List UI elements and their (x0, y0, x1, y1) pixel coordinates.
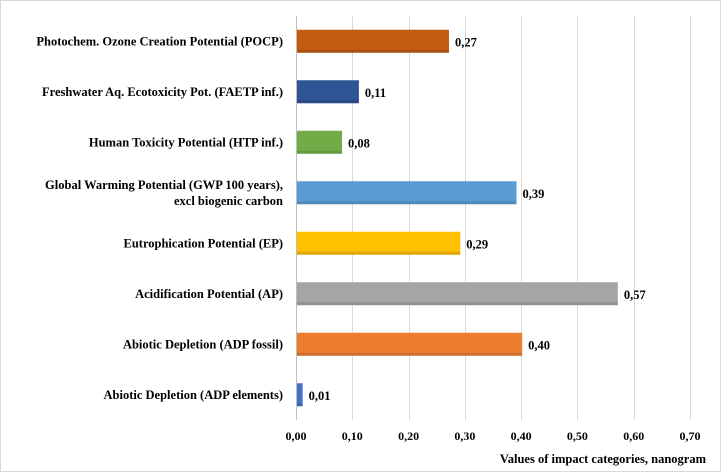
bar-shade (297, 251, 461, 255)
bars (297, 29, 618, 407)
bar-shade (297, 302, 618, 306)
category-label: Abiotic Depletion (ADP fossil) (123, 337, 283, 351)
category-label: Human Toxicity Potential (HTP inf.) (89, 135, 283, 149)
category-label-line: Eutrophication Potential (EP) (124, 236, 284, 250)
x-tick-label: 0,70 (680, 429, 701, 443)
bar (297, 80, 359, 104)
bar-shade (297, 150, 343, 154)
bar (297, 332, 523, 356)
bar (297, 282, 618, 306)
category-label: Acidification Potential (AP) (135, 287, 283, 301)
x-tick-label: 0,00 (286, 429, 307, 443)
value-label: 0,01 (309, 389, 331, 403)
value-label: 0,40 (528, 338, 550, 352)
category-label: Photochem. Ozone Creation Potential (POC… (36, 34, 283, 48)
value-label: 0,29 (466, 237, 488, 251)
x-tick-label: 0,10 (342, 429, 363, 443)
value-label: 0,11 (365, 86, 386, 100)
category-labels: Photochem. Ozone Creation Potential (POC… (36, 34, 283, 402)
bar-shade (297, 403, 303, 407)
value-label: 0,27 (455, 35, 477, 49)
x-tick-labels: 0,00 0,10 0,20 0,30 0,40 0,50 0,60 0,70 (286, 429, 701, 443)
value-labels: 0,27 0,11 0,08 0,39 0,29 0,57 0,40 0,01 (309, 35, 646, 403)
category-label-line: Abiotic Depletion (ADP fossil) (123, 337, 283, 351)
category-label-line: Human Toxicity Potential (HTP inf.) (89, 135, 283, 149)
bar-shade (297, 352, 523, 356)
category-label: Abiotic Depletion (ADP elements) (104, 388, 283, 402)
bar (297, 181, 517, 205)
x-tick-label: 0,60 (623, 429, 644, 443)
value-label: 0,08 (348, 136, 370, 150)
x-tick-label: 0,20 (398, 429, 419, 443)
bar (297, 29, 449, 53)
category-label-line: Abiotic Depletion (ADP elements) (104, 388, 283, 402)
x-tick-label: 0,30 (454, 429, 475, 443)
category-label: Global Warming Potential (GWP 100 years)… (45, 178, 283, 208)
category-label-line: Acidification Potential (AP) (135, 287, 283, 301)
grid-lines (296, 16, 691, 420)
bar (297, 130, 343, 154)
category-label-line: Freshwater Aq. Ecotoxicity Pot. (FAETP i… (42, 85, 283, 99)
bar-shade (297, 201, 517, 205)
bar (297, 231, 461, 255)
bar-shade (297, 100, 359, 104)
category-label: Eutrophication Potential (EP) (124, 236, 284, 250)
category-label-line: Global Warming Potential (GWP 100 years)… (45, 178, 283, 192)
bar (297, 383, 303, 407)
x-axis-title: Values of impact categories, nanogram (500, 452, 707, 466)
category-label-line: Photochem. Ozone Creation Potential (POC… (36, 34, 283, 48)
bar-shade (297, 49, 449, 53)
x-tick-label: 0,40 (511, 429, 532, 443)
category-label-line: excl biogenic carbon (174, 194, 283, 208)
x-tick-label: 0,50 (567, 429, 588, 443)
category-label: Freshwater Aq. Ecotoxicity Pot. (FAETP i… (42, 85, 283, 99)
value-label: 0,39 (523, 187, 545, 201)
value-label: 0,57 (624, 288, 646, 302)
